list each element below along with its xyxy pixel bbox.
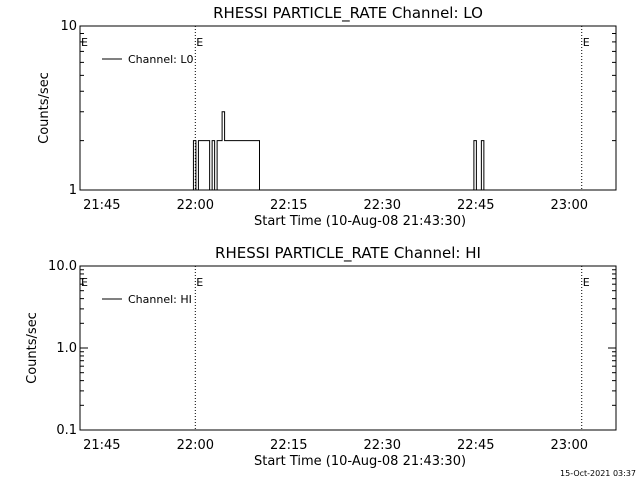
chart-title-hi: RHESSI PARTICLE_RATE Channel: HI (215, 244, 481, 263)
y-tick-label-hi: 0.1 (56, 423, 77, 438)
x-tick-label-hi: 22:15 (270, 438, 307, 453)
y-axis-label-lo: Counts/sec (37, 72, 52, 144)
event-marker-label-lo: E (196, 36, 203, 49)
event-marker-label-hi: E (583, 276, 590, 289)
chart-title-lo: RHESSI PARTICLE_RATE Channel: LO (213, 4, 483, 23)
legend-label-lo: Channel: L0 (128, 53, 194, 66)
lo-channel-panel: RHESSI PARTICLE_RATE Channel: LO 21:45 22:… (37, 4, 617, 229)
y-tick-label-hi: 10.0 (48, 259, 77, 274)
event-marker-label-hi: E (81, 276, 88, 289)
x-tick-label-lo: 23:00 (551, 198, 588, 213)
y-axis-label-hi: Counts/sec (25, 312, 40, 384)
plot-frame-hi (79, 265, 617, 431)
event-marker-label-hi: E (196, 276, 203, 289)
plot-frame-lo (79, 25, 617, 191)
x-tick-label-lo: 21:45 (83, 198, 120, 213)
x-axis-label-hi: Start Time (10-Aug-08 21:43:30) (254, 454, 466, 469)
legend-label-hi: Channel: HI (128, 293, 192, 306)
y-tick-label-lo: 1 (69, 183, 77, 198)
series-line-lo (192, 111, 485, 191)
x-tick-label-hi: 22:45 (457, 438, 494, 453)
footer-timestamp: 15-Oct-2021 03:37 (560, 469, 636, 478)
x-tick-label-hi: 21:45 (83, 438, 120, 453)
event-marker-label-lo: E (81, 36, 88, 49)
x-tick-label-lo: 22:45 (457, 198, 494, 213)
hi-channel-panel: RHESSI PARTICLE_RATE Channel: HI 21:45 22:… (25, 244, 617, 469)
x-tick-label-lo: 22:15 (270, 198, 307, 213)
y-tick-label-hi: 1.0 (56, 341, 77, 356)
x-tick-label-lo: 22:30 (364, 198, 401, 213)
event-marker-label-lo: E (583, 36, 590, 49)
x-tick-label-hi: 23:00 (551, 438, 588, 453)
x-axis-label-lo: Start Time (10-Aug-08 21:43:30) (254, 214, 466, 229)
x-tick-label-lo: 22:00 (177, 198, 214, 213)
x-tick-label-hi: 22:00 (177, 438, 214, 453)
x-tick-label-hi: 22:30 (364, 438, 401, 453)
y-tick-label-lo: 10 (60, 19, 77, 34)
